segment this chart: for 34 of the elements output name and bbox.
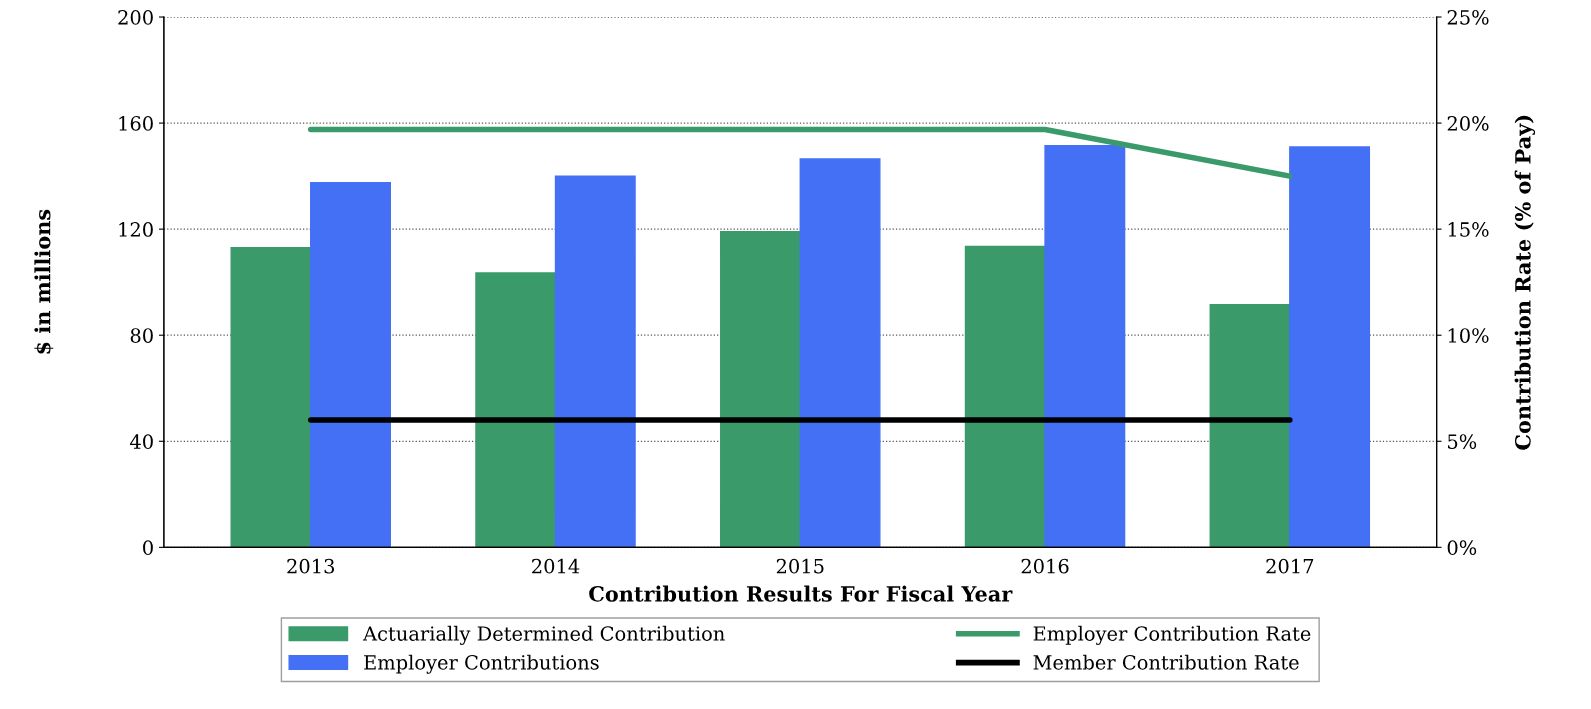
legend-label: Employer Contribution Rate [1033,625,1311,645]
bar [475,272,557,548]
legend-label: Member Contribution Rate [1033,654,1299,670]
y2-tick-label: 15% [1448,222,1489,237]
y-tick-label: 200 [118,9,153,25]
x-tick-label: 2013 [287,558,335,574]
x-tick-label: 2015 [776,558,824,574]
y-tick-label: 160 [119,116,153,131]
x-tick-label: 2017 [1266,558,1314,574]
y-tick-label: 120 [119,222,153,237]
bar [1289,146,1371,548]
bar [964,245,1046,548]
y2-tick-label: 0% [1447,540,1477,556]
bar [230,247,312,548]
bar [554,175,636,548]
y-tick-label: 0 [143,540,153,556]
y2-tick-label: 10% [1448,328,1489,343]
legend-label: Actuarially Determined Contribution [362,625,725,645]
y2-tick-label: 25% [1447,9,1489,25]
bar [799,158,881,548]
bar [310,182,391,548]
bar [1044,144,1126,548]
y2-axis-title: Contribution Rate (% of Pay) [1514,115,1536,450]
y-tick-label: 40 [130,434,153,449]
y2-tick-label: 5% [1448,434,1477,449]
bar [1209,304,1291,548]
y2-tick-label: 20% [1447,116,1489,131]
x-tick-label: 2014 [532,558,580,574]
legend-label: Employer Contributions [364,654,599,674]
x-axis-title: Contribution Results For Fiscal Year [589,585,1013,602]
x-tick-label: 2016 [1021,558,1069,574]
y-tick-label: 80 [130,328,153,343]
bar [720,231,801,548]
y-axis-title: $ in millions [34,209,54,354]
